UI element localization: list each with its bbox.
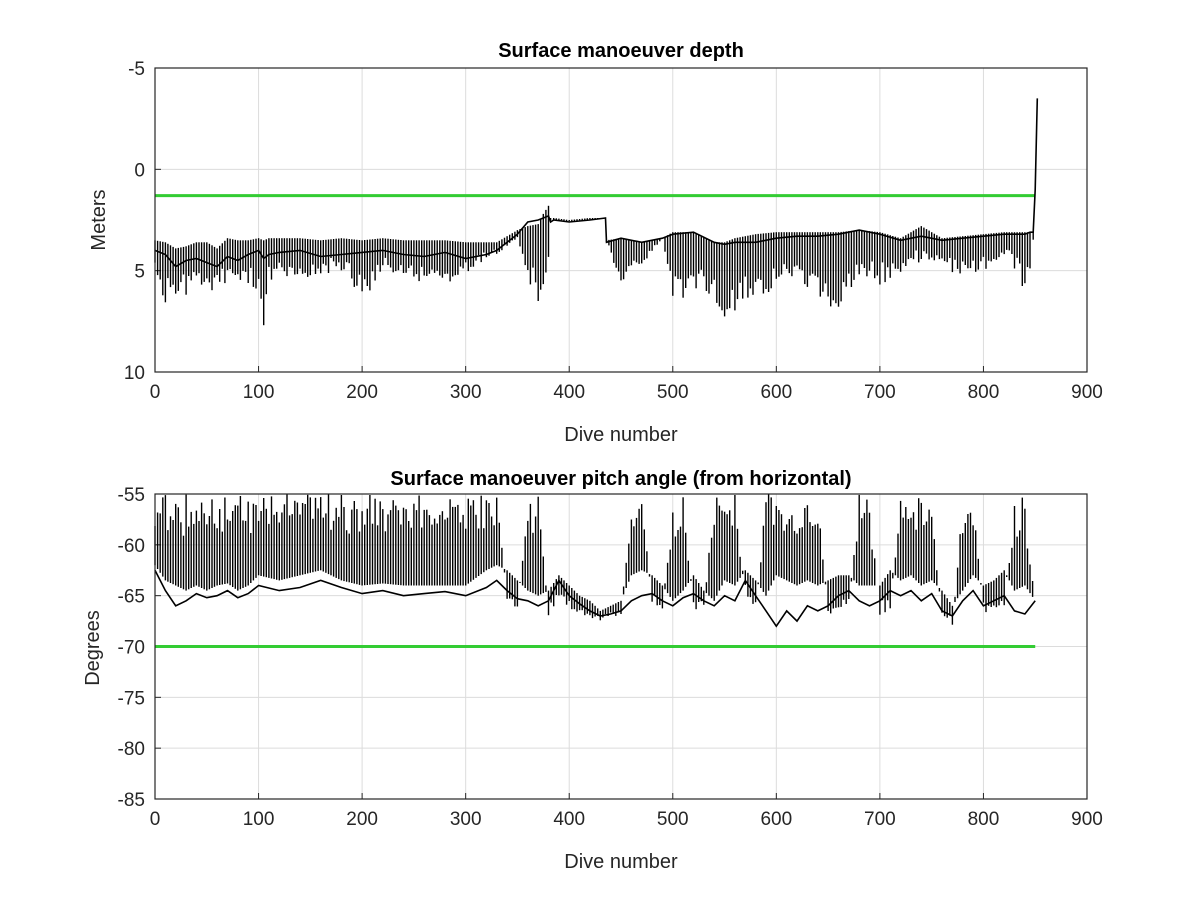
depth-x-tick-label: 800: [968, 382, 1000, 403]
depth-x-tick-label: 200: [346, 382, 378, 403]
pitch-y-tick-label: -65: [118, 587, 145, 608]
pitch-x-tick-label: 400: [553, 809, 585, 830]
pitch-y-tick-label: -80: [118, 739, 145, 760]
pitch-chart-title: Surface manoeuver pitch angle (from hori…: [390, 468, 851, 490]
pitch-y-tick-label: -70: [118, 638, 145, 659]
pitch-y-tick-label: -75: [118, 688, 145, 709]
depth-x-tick-label: 500: [657, 382, 689, 403]
depth-panel: Surface manoeuver depth Meters Dive numb…: [88, 40, 1103, 446]
depth-chart-title: Surface manoeuver depth: [498, 40, 744, 62]
pitch-x-tick-label: 100: [243, 809, 275, 830]
depth-x-tick-label: 900: [1071, 382, 1103, 403]
pitch-axes-frame: [154, 493, 1088, 800]
depth-x-axis-label: Dive number: [564, 424, 678, 446]
pitch-x-tick-label: 300: [450, 809, 482, 830]
pitch-data-series: [154, 494, 1036, 628]
depth-x-tick-label: 300: [450, 382, 482, 403]
pitch-x-tick-label: 700: [864, 809, 896, 830]
depth-y-tick-label: 0: [134, 160, 145, 181]
pitch-data-line: [154, 569, 1036, 628]
pitch-x-tick-label: 200: [346, 809, 378, 830]
pitch-y-tick-label: -85: [118, 790, 145, 811]
pitch-x-axis-label: Dive number: [564, 851, 678, 873]
pitch-x-tick-label: 0: [150, 809, 161, 830]
depth-plot-area: [155, 68, 1087, 372]
depth-x-tick-label: 600: [760, 382, 792, 403]
depth-x-tick-label: 400: [553, 382, 585, 403]
pitch-x-tick-label: 900: [1071, 809, 1103, 830]
pitch-x-tick-label: 500: [657, 809, 689, 830]
depth-data-line: [154, 98, 1039, 268]
pitch-x-tick-label: 600: [760, 809, 792, 830]
depth-x-tick-label: 0: [150, 382, 161, 403]
depth-axes-frame: [154, 67, 1088, 373]
depth-x-tick-label: 700: [864, 382, 896, 403]
pitch-y-tick-label: -60: [118, 536, 145, 557]
depth-data-series: [154, 98, 1039, 326]
depth-y-tick-label: 10: [124, 363, 145, 384]
pitch-y-axis-label: Degrees: [82, 610, 104, 686]
depth-y-axis-label: Meters: [88, 189, 110, 250]
depth-y-tick-label: 5: [134, 262, 145, 283]
pitch-x-tick-label: 800: [968, 809, 1000, 830]
depth-y-tick-label: -5: [128, 59, 145, 80]
pitch-panel: Surface manoeuver pitch angle (from hori…: [82, 468, 1103, 873]
pitch-y-tick-label: -55: [118, 485, 145, 506]
depth-x-tick-label: 100: [243, 382, 275, 403]
